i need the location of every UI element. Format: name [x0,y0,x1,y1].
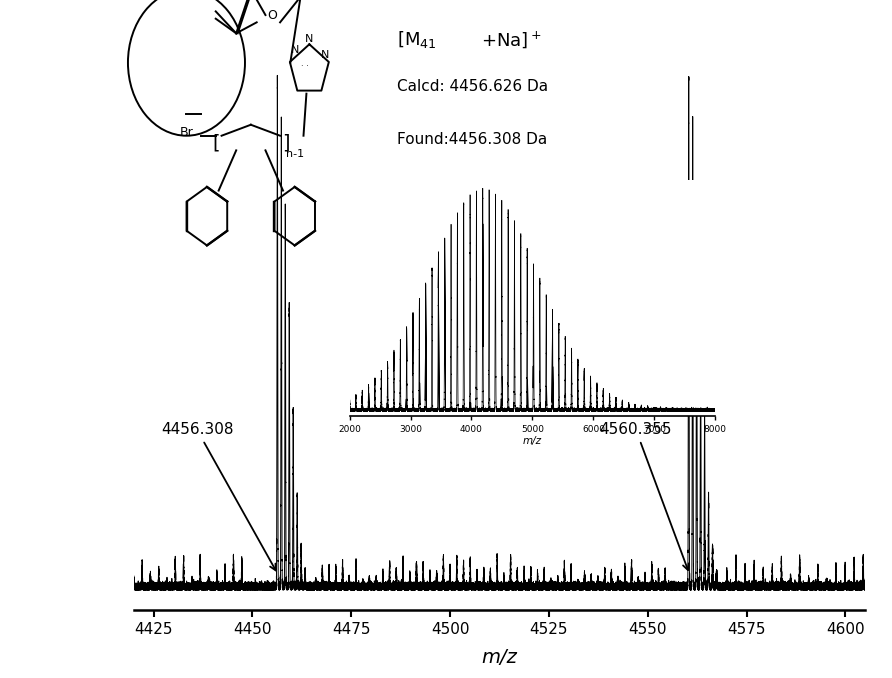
Text: 4560.355: 4560.355 [599,422,689,570]
Text: $+\mathrm{Na}]^+$: $+\mathrm{Na}]^+$ [482,29,541,50]
Text: 4456.308: 4456.308 [161,422,276,570]
Text: Found:4456.308 Da: Found:4456.308 Da [397,132,548,147]
Text: Calcd: 4456.626 Da: Calcd: 4456.626 Da [397,79,549,94]
Text: $[\mathrm{M}_{41}$: $[\mathrm{M}_{41}$ [397,29,437,50]
X-axis label: m/z: m/z [482,648,517,667]
